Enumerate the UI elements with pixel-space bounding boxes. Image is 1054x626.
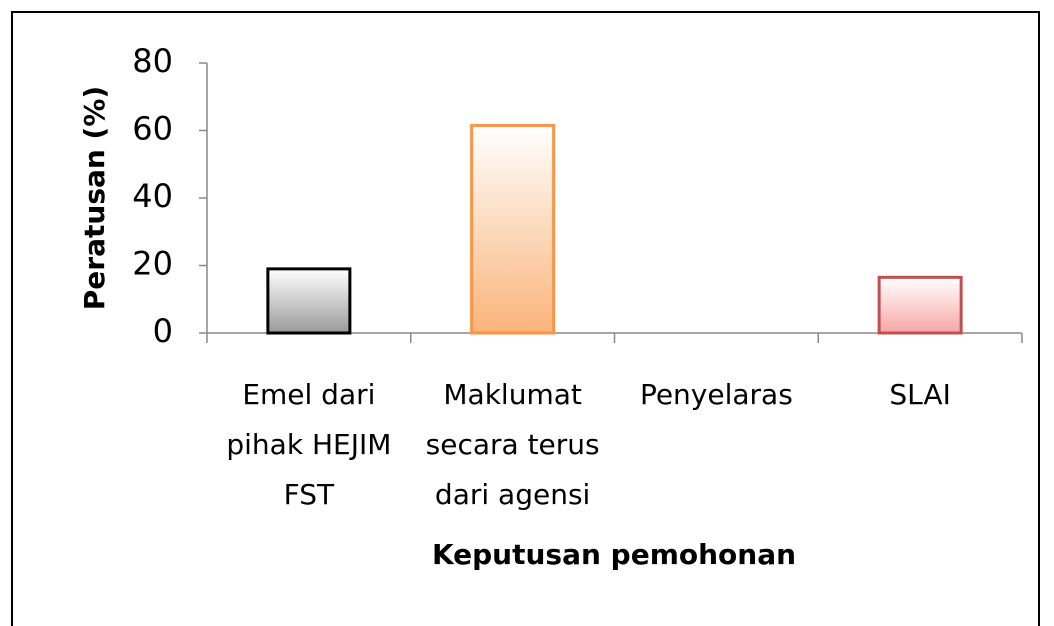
- bar: [470, 123, 556, 335]
- y-tick-label: 40: [132, 177, 173, 215]
- y-tick-label: 80: [132, 42, 173, 80]
- y-axis-title: Peratusan (%): [78, 86, 111, 310]
- x-tick-label: Penyelaras: [639, 378, 793, 411]
- x-tick-label: Maklumat secara terus dari agensi: [425, 378, 600, 511]
- x-tick-label: SLAI: [889, 378, 951, 411]
- x-axis-title: Keputusan pemohonan: [432, 538, 796, 571]
- bar: [266, 267, 352, 335]
- y-tick-label: 60: [132, 110, 173, 148]
- y-tick-label: 20: [132, 245, 173, 283]
- bar: [877, 275, 963, 335]
- frame: [11, 11, 1040, 626]
- y-tick-label: 0: [153, 312, 173, 350]
- x-tick-label: Emel dari pihak HEJIM FST: [226, 378, 392, 511]
